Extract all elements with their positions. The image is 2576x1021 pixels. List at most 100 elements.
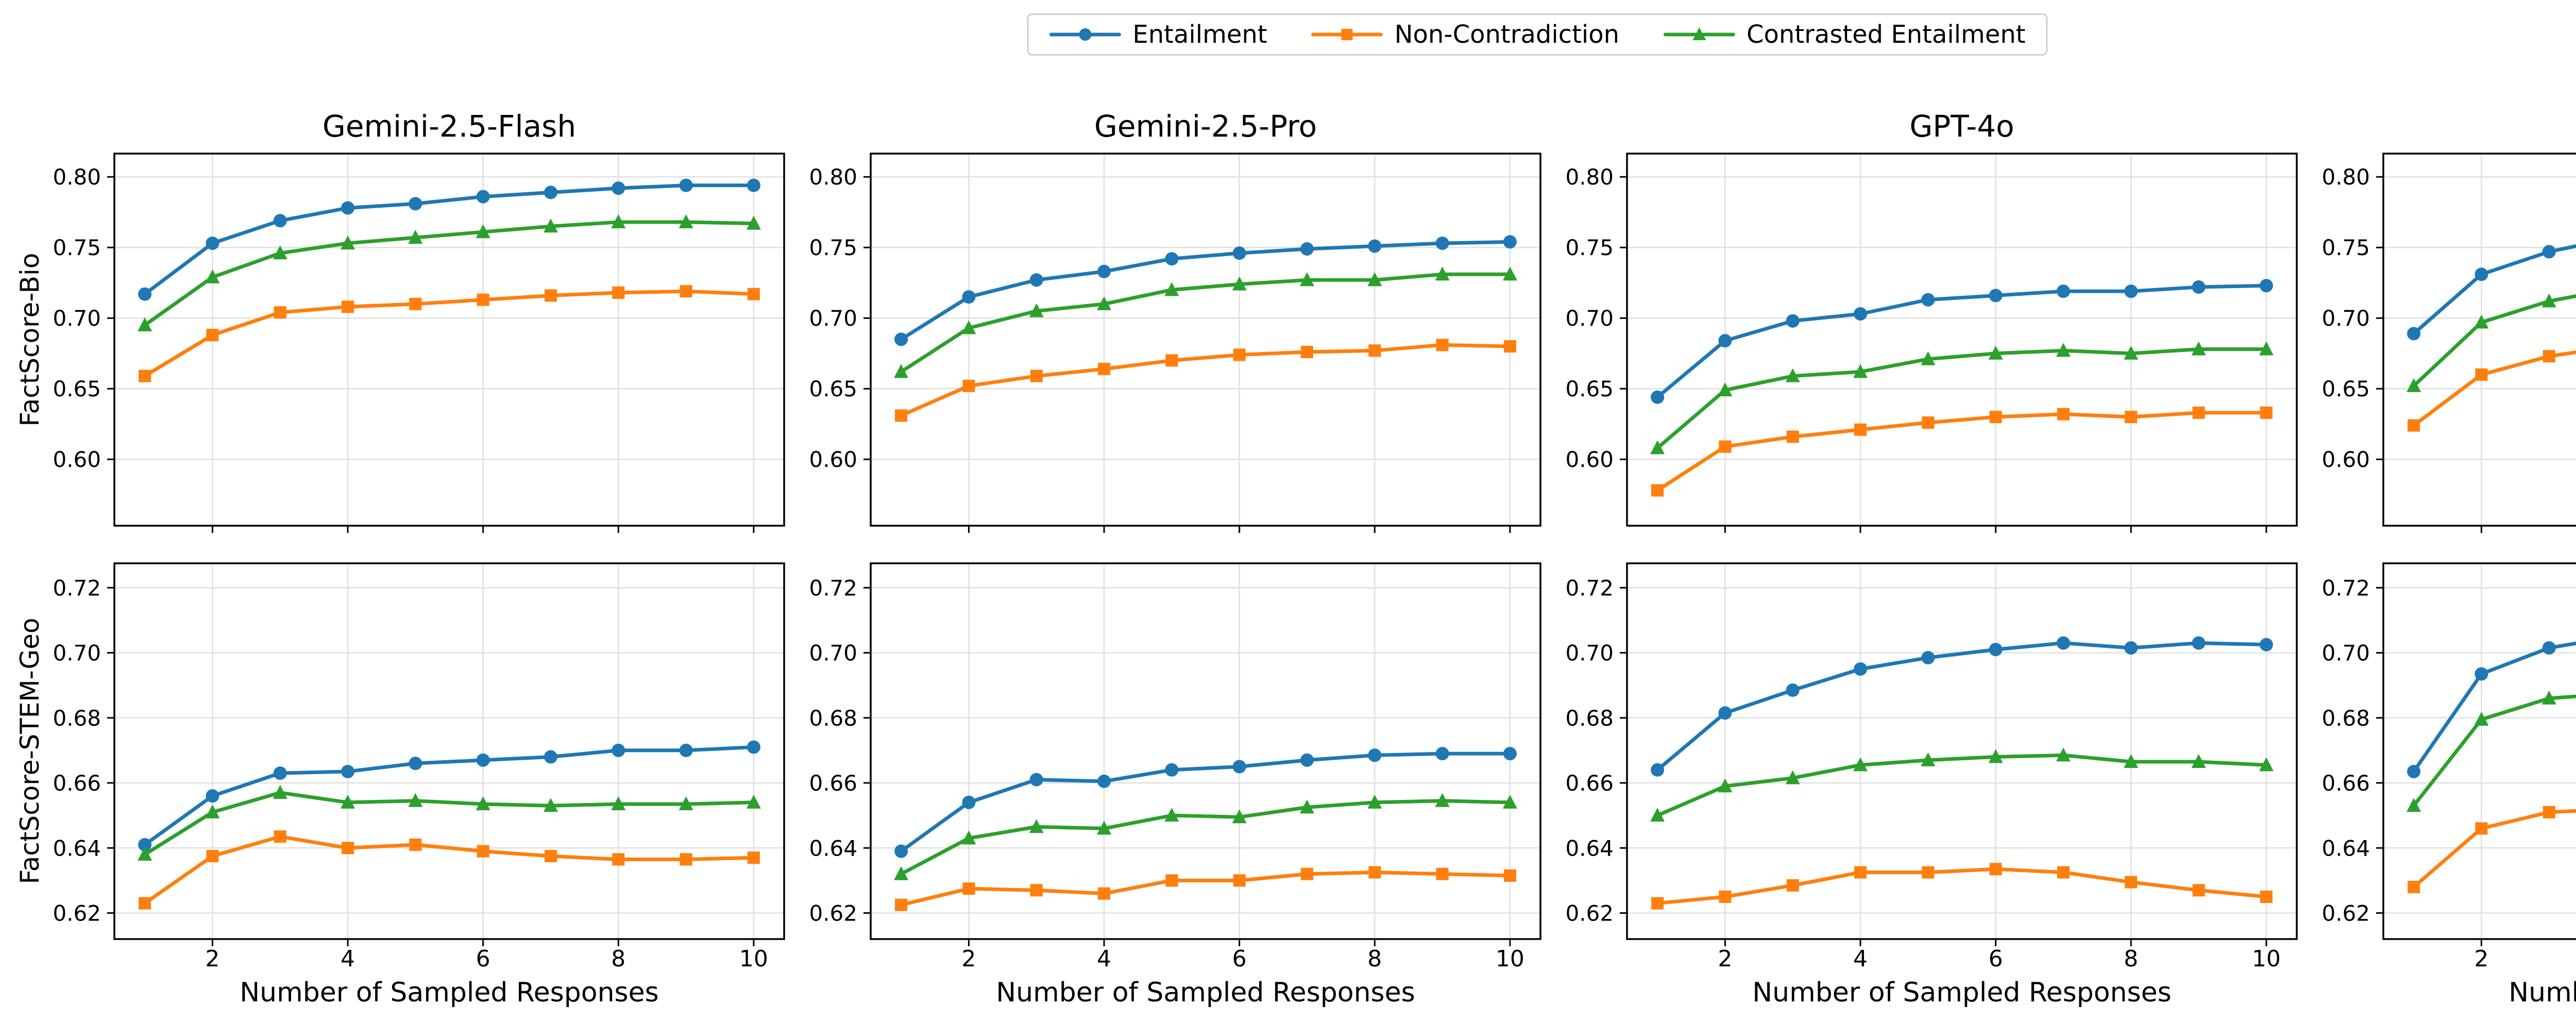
data-point-marker bbox=[1651, 897, 1664, 910]
data-point-marker bbox=[1097, 774, 1111, 788]
y-tick-label: 0.68 bbox=[1565, 706, 1614, 731]
legend-swatch-graphic bbox=[1311, 29, 1383, 40]
data-point-marker bbox=[1921, 651, 1935, 665]
series-line-non-contradiction bbox=[143, 834, 756, 906]
y-tick-label: 0.80 bbox=[809, 164, 857, 190]
data-point-marker bbox=[747, 740, 760, 754]
data-point-marker bbox=[1164, 808, 1179, 822]
data-point-marker bbox=[476, 796, 490, 811]
data-point-marker bbox=[2259, 279, 2273, 293]
chart-title-gemini-2-5-flash: Gemini-2.5-Flash bbox=[322, 109, 577, 144]
data-point-marker bbox=[895, 898, 908, 911]
entailment-marker-icon bbox=[1049, 24, 1121, 45]
series-line-entailment bbox=[143, 183, 756, 296]
data-point-marker bbox=[1098, 362, 1111, 375]
data-point-marker bbox=[894, 364, 909, 378]
data-point-marker bbox=[1435, 236, 1449, 250]
data-point-marker bbox=[1368, 866, 1381, 879]
series-line-non-contradiction bbox=[899, 343, 1512, 417]
series-markers-non-contradiction bbox=[2408, 350, 2555, 432]
data-point-marker bbox=[1165, 252, 1179, 266]
y-tick-label: 0.70 bbox=[2321, 641, 2370, 666]
x-tick-label: 8 bbox=[611, 946, 625, 972]
data-point-marker bbox=[612, 181, 625, 195]
y-tick-label: 0.68 bbox=[53, 706, 101, 731]
y-tick-label: 0.64 bbox=[2321, 835, 2370, 861]
legend-label: Contrasted Entailment bbox=[1747, 20, 2026, 49]
data-point-marker bbox=[1718, 382, 1733, 396]
data-point-marker bbox=[205, 804, 220, 818]
x-tick-label: 2 bbox=[1718, 946, 1732, 972]
axis-frame bbox=[870, 562, 1541, 940]
data-point-marker bbox=[1719, 440, 1732, 453]
data-point-marker bbox=[1718, 778, 1733, 793]
data-point-marker bbox=[1164, 282, 1179, 296]
data-point-marker bbox=[679, 178, 693, 192]
data-point-marker bbox=[274, 306, 286, 319]
series-line-contrasted-entailment bbox=[143, 220, 756, 327]
series-markers-contrasted-entailment bbox=[2406, 690, 2556, 812]
data-point-marker bbox=[2192, 280, 2206, 294]
chart-gemini-2-5-pro-factscore-bio: 0.60 0.65 0.70 0.75 0.80 bbox=[809, 153, 1541, 533]
data-point-marker bbox=[139, 370, 151, 382]
data-point-marker bbox=[1853, 757, 1868, 772]
data-point-marker bbox=[747, 851, 760, 864]
y-tick-label: 0.80 bbox=[2321, 164, 2370, 190]
data-point-marker bbox=[1097, 821, 1112, 835]
data-point-marker bbox=[273, 245, 287, 260]
data-point-marker bbox=[1922, 416, 1935, 429]
data-point-marker bbox=[206, 789, 219, 803]
data-point-marker bbox=[409, 757, 422, 771]
data-point-marker bbox=[408, 230, 423, 244]
data-point-marker bbox=[409, 197, 422, 211]
data-point-marker bbox=[2125, 876, 2138, 889]
legend-item-entailment: Entailment bbox=[1049, 22, 1267, 47]
data-point-marker bbox=[341, 764, 355, 778]
y-tick-label: 0.80 bbox=[1565, 164, 1614, 190]
y-tick-label: 0.66 bbox=[809, 771, 857, 796]
data-point-marker bbox=[1165, 763, 1179, 777]
series-line-contrasted-entailment bbox=[899, 799, 1512, 876]
data-point-marker bbox=[1435, 266, 1450, 281]
data-point-marker bbox=[205, 269, 220, 283]
series-markers-non-contradiction bbox=[895, 866, 1516, 911]
x-tick-label: 4 bbox=[1853, 946, 1868, 972]
data-point-marker bbox=[1785, 770, 1800, 784]
data-point-marker bbox=[1300, 242, 1314, 256]
data-point-marker bbox=[1233, 348, 1246, 361]
data-point-marker bbox=[1232, 276, 1247, 291]
series-line-non-contradiction bbox=[2412, 350, 2576, 427]
data-point-marker bbox=[895, 409, 908, 422]
x-axis-label: Number of Sampled Responses bbox=[996, 977, 1415, 1008]
data-point-marker bbox=[1718, 706, 1732, 720]
y-tick-label: 0.68 bbox=[809, 706, 857, 731]
series-line-entailment bbox=[1655, 283, 2268, 399]
data-point-marker bbox=[1854, 423, 1867, 436]
data-point-marker bbox=[2259, 757, 2274, 772]
data-point-marker bbox=[139, 897, 151, 910]
x-tick-label: 10 bbox=[1496, 946, 1524, 972]
data-point-marker bbox=[477, 293, 489, 306]
data-point-marker bbox=[1436, 867, 1449, 880]
y-tick-label: 0.75 bbox=[2321, 235, 2370, 260]
data-point-marker bbox=[961, 830, 976, 845]
series-markers-entailment bbox=[894, 747, 1517, 858]
y-tick-label: 0.70 bbox=[809, 641, 857, 666]
series-line-entailment bbox=[2412, 244, 2576, 336]
data-point-marker bbox=[962, 795, 976, 809]
data-point-marker bbox=[679, 743, 693, 757]
data-point-marker bbox=[206, 850, 219, 863]
data-point-marker bbox=[1719, 890, 1732, 903]
y-tick-label: 0.66 bbox=[2321, 771, 2370, 796]
data-point-marker bbox=[2475, 368, 2488, 381]
data-point-marker bbox=[2475, 822, 2488, 835]
series-line-entailment bbox=[899, 751, 1512, 853]
data-point-marker bbox=[1300, 867, 1313, 880]
data-point-marker bbox=[2407, 327, 2421, 341]
chart-gemini-2-5-flash-factscore-stem-geo: 2 4 6 8 10 0.62 0.64 0.66 0.68 0.70 0.72 bbox=[53, 562, 785, 972]
y-tick-label: 0.62 bbox=[1565, 901, 1614, 926]
data-point-marker bbox=[2191, 754, 2206, 768]
data-point-marker bbox=[747, 288, 760, 300]
data-point-marker bbox=[1341, 29, 1353, 40]
data-point-marker bbox=[1503, 747, 1517, 761]
